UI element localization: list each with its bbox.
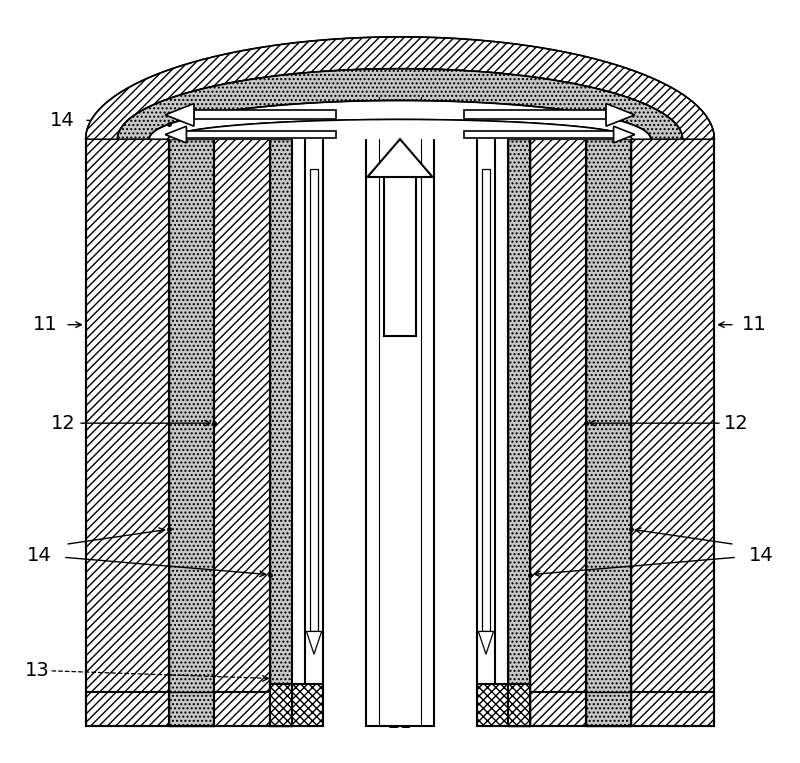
Bar — [270, 692, 293, 726]
Bar — [384, 177, 416, 336]
Bar — [631, 692, 714, 726]
Bar — [310, 169, 318, 632]
Bar — [270, 684, 322, 726]
Bar — [464, 131, 614, 138]
Bar — [482, 169, 490, 632]
Bar — [530, 692, 586, 726]
Text: 12: 12 — [51, 414, 76, 433]
Bar — [194, 111, 336, 120]
Bar — [186, 131, 336, 138]
Bar — [214, 139, 270, 692]
Bar — [507, 692, 530, 726]
Polygon shape — [86, 37, 714, 139]
Polygon shape — [478, 632, 494, 654]
Bar — [270, 139, 293, 692]
Bar — [586, 139, 631, 692]
Text: 11: 11 — [33, 315, 58, 334]
Polygon shape — [306, 632, 322, 654]
Polygon shape — [614, 126, 635, 143]
Bar — [86, 692, 169, 726]
Text: 14: 14 — [749, 546, 773, 565]
Bar — [586, 692, 631, 726]
Polygon shape — [165, 126, 186, 143]
Text: 12: 12 — [724, 414, 749, 433]
Polygon shape — [367, 139, 433, 177]
Bar — [366, 98, 434, 726]
Bar — [478, 98, 494, 692]
Polygon shape — [606, 104, 635, 126]
Polygon shape — [150, 101, 650, 139]
Bar — [631, 139, 714, 692]
Bar — [169, 692, 214, 726]
Bar — [478, 684, 530, 726]
Text: 22: 22 — [295, 709, 320, 728]
Text: 11: 11 — [742, 315, 767, 334]
Text: 14: 14 — [27, 546, 51, 565]
Text: 13: 13 — [26, 662, 50, 681]
Bar — [86, 139, 169, 692]
Bar — [169, 139, 214, 692]
Polygon shape — [168, 120, 632, 139]
Text: 21: 21 — [388, 713, 412, 732]
Bar — [214, 692, 270, 726]
Polygon shape — [118, 69, 682, 139]
Bar — [507, 139, 530, 692]
Bar — [293, 139, 306, 692]
Bar — [530, 139, 586, 692]
Bar — [464, 111, 606, 120]
Text: 14: 14 — [50, 111, 74, 130]
Text: 22: 22 — [491, 709, 516, 728]
Polygon shape — [165, 104, 194, 126]
Bar — [306, 98, 322, 692]
